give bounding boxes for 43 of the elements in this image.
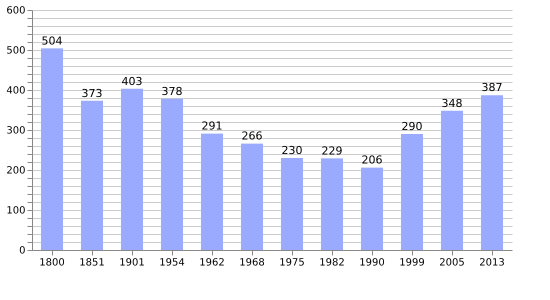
y-tick-label: 500 — [6, 46, 26, 56]
data-label: 504 — [42, 34, 62, 48]
x-tick-label: 1968 — [239, 258, 265, 268]
data-label: 206 — [362, 154, 382, 167]
bar — [361, 168, 383, 250]
data-label: 266 — [242, 130, 262, 143]
bar — [81, 100, 103, 250]
x-tick-label: 1851 — [79, 258, 105, 268]
data-label: 230 — [282, 144, 302, 157]
bar — [201, 134, 223, 250]
x-tick-label: 1999 — [399, 258, 425, 268]
bar — [281, 158, 303, 250]
y-tick-label: 300 — [6, 126, 26, 136]
y-tick-label: 600 — [6, 6, 26, 16]
data-label: 403 — [122, 74, 142, 88]
x-tick-label: 1990 — [359, 258, 385, 268]
data-label: 373 — [82, 86, 102, 100]
x-tick-label: 1800 — [39, 258, 65, 268]
x-tick-label: 1982 — [319, 258, 345, 268]
bar — [481, 95, 503, 250]
y-tick-label: 0 — [19, 246, 26, 256]
bar — [321, 158, 343, 250]
data-label: 291 — [202, 120, 222, 133]
data-label: 378 — [162, 84, 182, 98]
bar — [121, 88, 143, 250]
bar — [161, 98, 183, 250]
bar — [241, 144, 263, 250]
x-tick-label: 2005 — [439, 258, 465, 268]
x-tick-label: 1962 — [199, 258, 225, 268]
bar — [41, 48, 63, 250]
x-tick-label: 1954 — [159, 258, 185, 268]
y-tick-label: 100 — [6, 206, 26, 216]
y-tick-label: 200 — [6, 166, 26, 176]
bar — [401, 134, 423, 250]
bar — [441, 110, 463, 250]
data-label: 290 — [402, 120, 422, 133]
y-tick-label: 400 — [6, 86, 26, 96]
data-label: 348 — [442, 96, 462, 110]
data-label: 387 — [482, 81, 502, 94]
data-label: 229 — [322, 144, 342, 158]
x-tick-label: 1975 — [279, 258, 305, 268]
x-tick-label: 2013 — [479, 258, 505, 268]
x-tick-label: 1901 — [119, 258, 145, 268]
